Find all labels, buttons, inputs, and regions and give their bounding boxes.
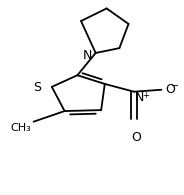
Text: N: N	[83, 49, 92, 62]
Text: CH₃: CH₃	[10, 123, 31, 134]
Text: O: O	[165, 83, 175, 96]
Text: +: +	[142, 91, 149, 100]
Text: O: O	[131, 131, 141, 144]
Text: N: N	[135, 91, 144, 104]
Text: −: −	[171, 81, 180, 91]
Text: S: S	[33, 81, 41, 94]
